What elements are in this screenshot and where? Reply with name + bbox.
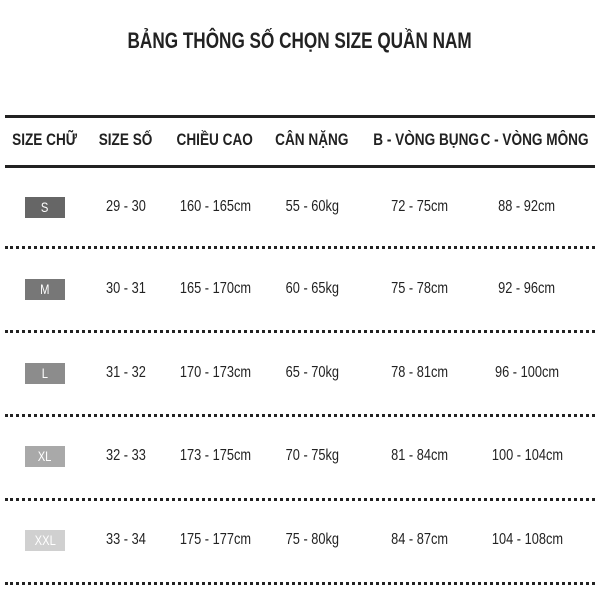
size-label: M <box>40 281 50 297</box>
size-badge: M <box>25 279 65 300</box>
cell-value: 165 - 170cm <box>179 280 251 297</box>
chart-title: BẢNG THÔNG SỐ CHỌN SIZE QUẦN NAM <box>127 28 473 53</box>
row-divider <box>5 414 595 417</box>
column-header-label: B - VÒNG BỤNG <box>373 130 480 149</box>
table-cell-hip: 100 - 104cm <box>467 447 587 465</box>
table-cell-number: 30 - 31 <box>66 280 186 298</box>
header-top-rule <box>5 115 595 118</box>
column-header: C - VÒNG MÔNG <box>467 130 589 150</box>
table-cell-number: 32 - 33 <box>66 447 186 465</box>
cell-value: 65 - 70kg <box>285 364 339 381</box>
table-cell-waist: 72 - 75cm <box>360 198 480 216</box>
column-header-label: SIZE SỐ <box>99 130 153 149</box>
cell-value: 173 - 175cm <box>179 447 251 464</box>
column-header: B - VÒNG BỤNG <box>360 130 480 150</box>
cell-value: 88 - 92cm <box>498 198 556 215</box>
cell-value: 29 - 30 <box>106 198 146 215</box>
cell-value: 75 - 78cm <box>391 280 449 297</box>
cell-value: 81 - 84cm <box>391 447 449 464</box>
table-cell-hip: 92 - 96cm <box>467 280 587 298</box>
table-cell-weight: 75 - 80kg <box>252 531 372 549</box>
table-cell-weight: 65 - 70kg <box>252 364 372 382</box>
cell-value: 92 - 96cm <box>498 280 556 297</box>
cell-value: 60 - 65kg <box>285 280 339 297</box>
size-label: XXL <box>34 532 56 548</box>
table-cell-height: 160 - 165cm <box>155 198 275 216</box>
table-cell-number: 31 - 32 <box>66 364 186 382</box>
table-cell-waist: 81 - 84cm <box>360 447 480 465</box>
column-header: SIZE SỐ <box>66 130 186 150</box>
table-cell-height: 170 - 173cm <box>155 364 275 382</box>
column-header-label: C - VÒNG MÔNG <box>480 130 589 149</box>
cell-value: 55 - 60kg <box>285 198 339 215</box>
size-badge: XXL <box>25 530 65 551</box>
table-cell-number: 33 - 34 <box>66 531 186 549</box>
column-header: CHIỀU CAO <box>155 130 275 150</box>
row-divider <box>5 330 595 333</box>
size-badge: XL <box>25 446 65 467</box>
table-cell-waist: 78 - 81cm <box>360 364 480 382</box>
size-badge: S <box>25 197 65 218</box>
table-cell-hip: 88 - 92cm <box>467 198 587 216</box>
column-header-label: SIZE CHỮ <box>12 130 78 149</box>
row-divider <box>5 498 595 501</box>
table-cell-hip: 104 - 108cm <box>467 531 587 549</box>
cell-value: 160 - 165cm <box>179 198 251 215</box>
column-header-label: CÂN NẶNG <box>275 130 349 149</box>
cell-value: 72 - 75cm <box>391 198 449 215</box>
table-cell-height: 175 - 177cm <box>155 531 275 549</box>
column-header: CÂN NẶNG <box>252 130 372 150</box>
size-label: XL <box>38 448 52 464</box>
column-header: SIZE CHỮ <box>0 130 105 150</box>
table-cell-hip: 96 - 100cm <box>467 364 587 382</box>
header-bottom-rule <box>5 165 595 168</box>
table-cell-weight: 70 - 75kg <box>252 447 372 465</box>
size-badge: L <box>25 363 65 384</box>
row-divider <box>5 582 595 585</box>
row-divider <box>5 246 595 249</box>
column-header-label: CHIỀU CAO <box>176 130 254 149</box>
table-cell-waist: 84 - 87cm <box>360 531 480 549</box>
cell-value: 75 - 80kg <box>285 531 339 548</box>
cell-value: 100 - 104cm <box>491 447 563 464</box>
size-label: S <box>41 199 49 215</box>
size-label: L <box>41 365 49 381</box>
cell-value: 84 - 87cm <box>391 531 449 548</box>
cell-value: 175 - 177cm <box>179 531 251 548</box>
cell-value: 31 - 32 <box>106 364 146 381</box>
table-cell-number: 29 - 30 <box>66 198 186 216</box>
cell-value: 78 - 81cm <box>391 364 449 381</box>
cell-value: 30 - 31 <box>106 280 146 297</box>
cell-value: 32 - 33 <box>106 447 146 464</box>
table-cell-height: 173 - 175cm <box>155 447 275 465</box>
cell-value: 96 - 100cm <box>494 364 560 381</box>
cell-value: 33 - 34 <box>106 531 146 548</box>
table-cell-waist: 75 - 78cm <box>360 280 480 298</box>
table-cell-weight: 60 - 65kg <box>252 280 372 298</box>
cell-value: 170 - 173cm <box>179 364 251 381</box>
cell-value: 104 - 108cm <box>491 531 563 548</box>
cell-value: 70 - 75kg <box>285 447 339 464</box>
table-cell-weight: 55 - 60kg <box>252 198 372 216</box>
table-cell-height: 165 - 170cm <box>155 280 275 298</box>
